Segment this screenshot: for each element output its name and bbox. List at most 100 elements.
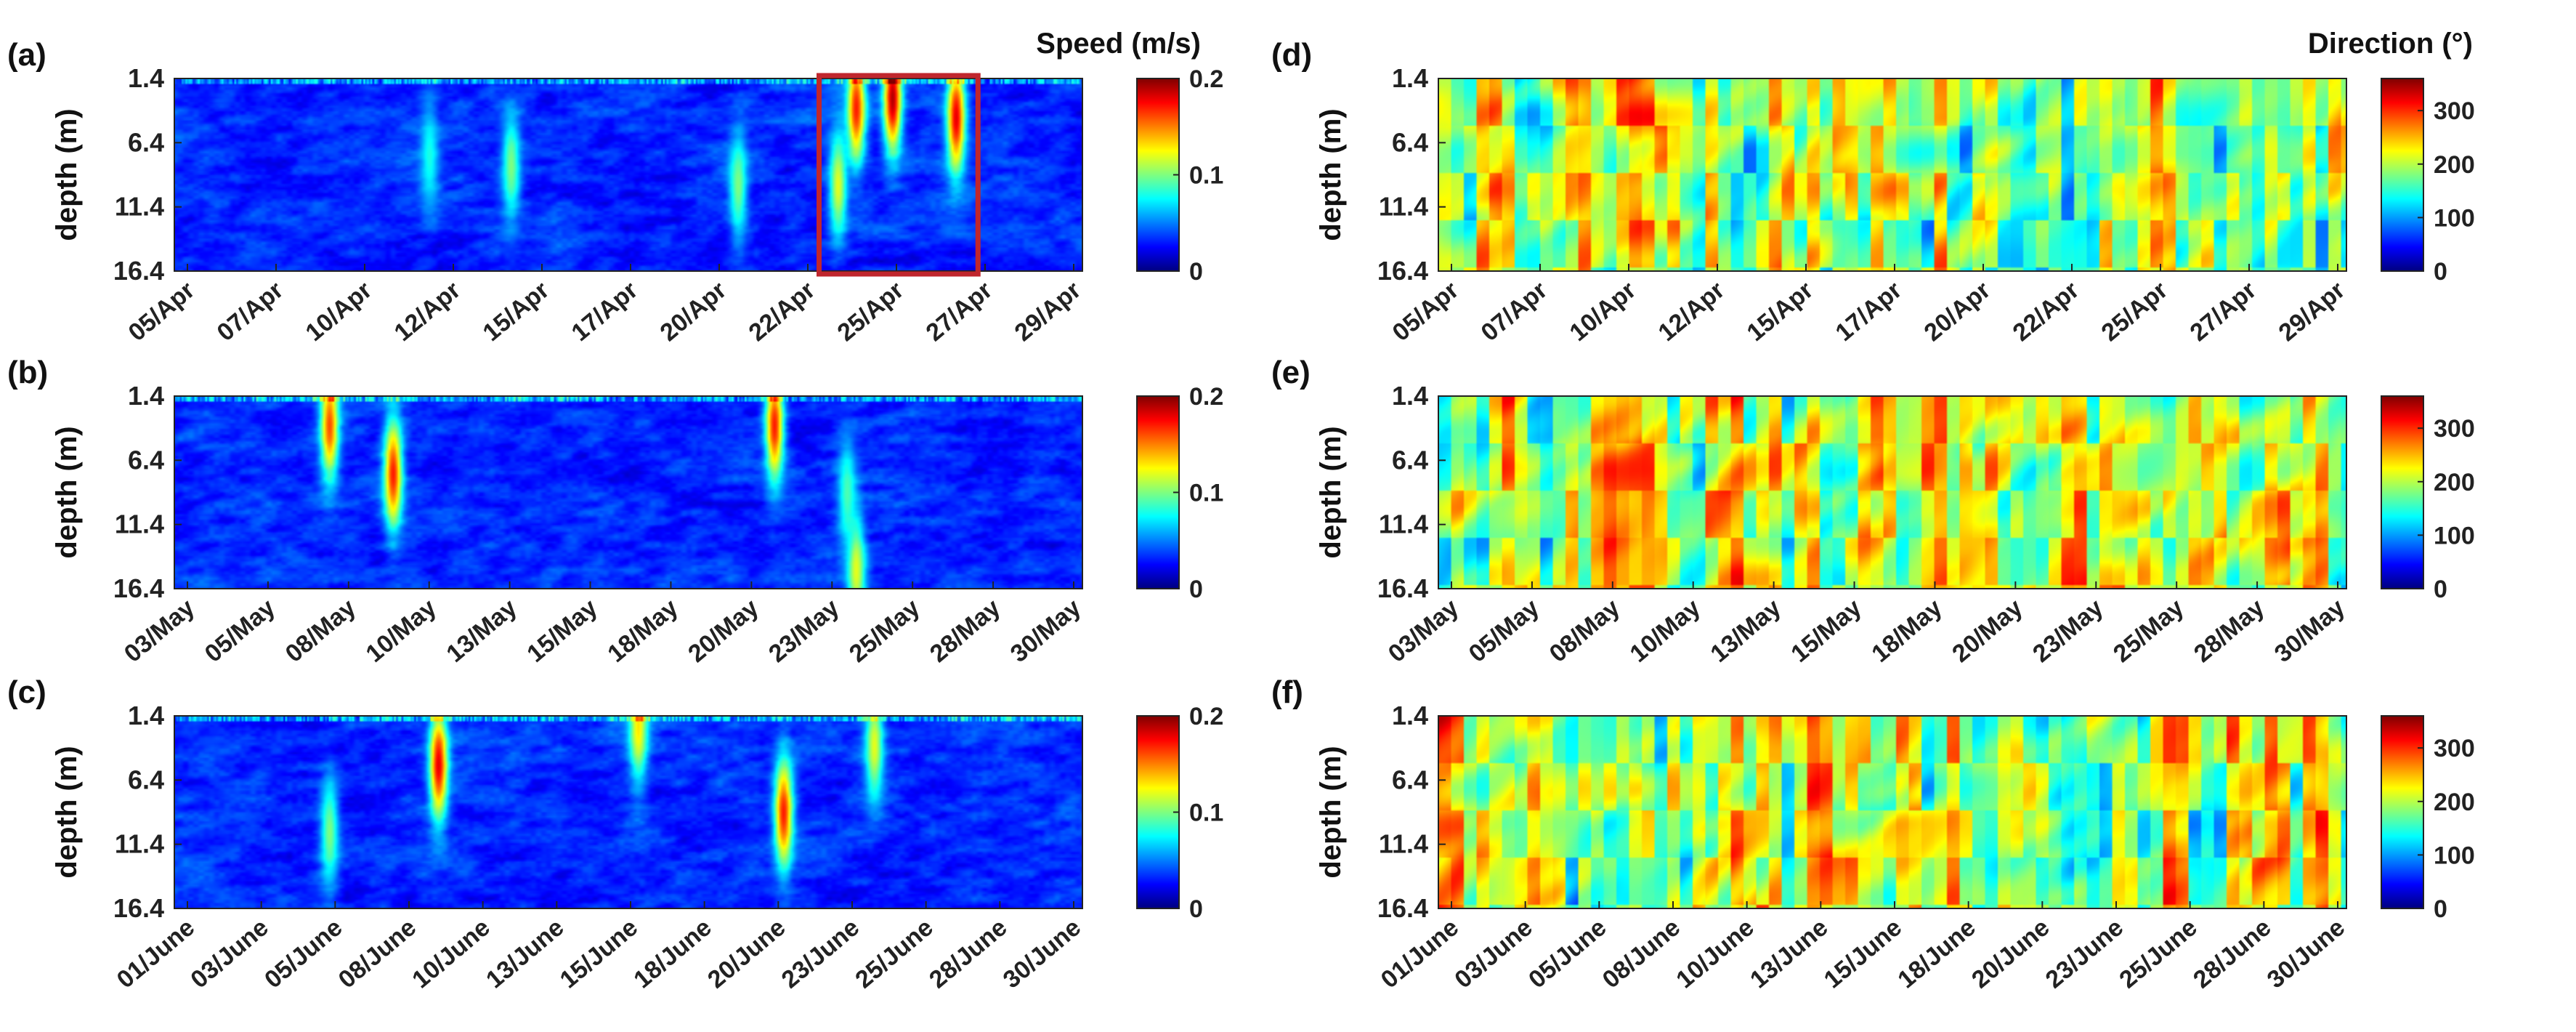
x-tick-label: 20/May — [683, 594, 764, 668]
colorbar-tick-label: 0.1 — [1189, 480, 1223, 507]
colorbar-f — [2381, 715, 2424, 909]
y-axis-label-b: depth (m) — [51, 426, 83, 558]
x-tick-label: 20/Apr — [1919, 276, 1996, 347]
y-tick-label: 6.4 — [128, 445, 164, 475]
colorbar-b — [1136, 395, 1180, 589]
colorbar-tick-label: 100 — [2434, 522, 2475, 549]
y-tick-label: 6.4 — [1392, 127, 1428, 157]
x-tick-label: 10/June — [407, 914, 495, 994]
x-tick-label: 23/June — [777, 914, 864, 994]
colorbar-tick-label: 300 — [2434, 415, 2475, 443]
x-tick-label: 05/May — [1464, 594, 1544, 668]
x-tick-label: 07/Apr — [212, 276, 288, 347]
y-tick-label: 1.4 — [128, 701, 164, 730]
colorbar-d — [2381, 78, 2424, 272]
x-tick-label: 13/June — [1745, 914, 1833, 994]
colorbar-tick-label: 0 — [2434, 258, 2447, 286]
x-tick-label: 10/June — [1671, 914, 1759, 994]
colorbar-tick-label: 300 — [2434, 735, 2475, 762]
y-tick-label: 11.4 — [1379, 192, 1428, 222]
x-tick-label: 13/June — [481, 914, 569, 994]
y-axis-label-f: depth (m) — [1315, 746, 1347, 878]
y-tick-label: 16.4 — [1377, 893, 1428, 923]
colorbar-e — [2381, 395, 2424, 589]
x-tick-label: 05/Apr — [1388, 276, 1464, 347]
heatmap-c — [174, 716, 1082, 908]
x-tick-label: 18/May — [602, 594, 683, 668]
y-tick-label: 1.4 — [128, 381, 164, 411]
plot-frame-c — [174, 715, 1083, 909]
x-tick-label: 05/June — [1523, 914, 1611, 994]
x-tick-label: 05/May — [200, 594, 280, 668]
x-tick-label: 15/June — [555, 914, 643, 994]
x-tick-label: 29/Apr — [1010, 276, 1086, 347]
x-tick-label: 15/Apr — [1742, 276, 1818, 347]
x-tick-label: 30/May — [2269, 594, 2350, 668]
y-tick-label: 6.4 — [128, 765, 164, 794]
colorbar-tick-label: 200 — [2434, 789, 2475, 816]
x-tick-label: 25/June — [850, 914, 938, 994]
y-tick-label: 6.4 — [1392, 765, 1428, 794]
y-tick-label: 1.4 — [1392, 63, 1428, 93]
y-tick-label: 6.4 — [128, 127, 164, 157]
colorbar-tick-label: 0 — [2434, 576, 2447, 603]
colorbar-tick-label: 200 — [2434, 469, 2475, 496]
x-tick-label: 08/May — [1544, 594, 1625, 668]
y-axis-label-d: depth (m) — [1315, 108, 1347, 241]
x-tick-label: 15/June — [1819, 914, 1907, 994]
x-tick-label: 10/Apr — [1565, 276, 1641, 347]
panel-d: (d)depth (m)1.46.411.416.405/Apr 07/Apr 10… — [1271, 28, 2475, 347]
y-tick-label: 16.4 — [1377, 573, 1428, 603]
colorbar-title-a: Speed (m/s) — [1036, 28, 1201, 60]
y-tick-label: 11.4 — [115, 192, 164, 222]
x-tick-label: 13/May — [441, 594, 522, 668]
x-tick-label: 25/Apr — [2097, 276, 2173, 347]
x-tick-label: 15/May — [1786, 594, 1866, 668]
panel-letter-d: (d) — [1271, 37, 1312, 73]
x-tick-label: 08/June — [1597, 914, 1685, 994]
x-tick-label: 18/June — [1892, 914, 1980, 994]
colorbar-tick-label: 200 — [2434, 151, 2475, 179]
x-tick-label: 25/May — [844, 594, 925, 668]
y-tick-label: 6.4 — [1392, 445, 1428, 475]
colorbar-tick-label: 100 — [2434, 842, 2475, 869]
x-tick-label: 17/Apr — [567, 276, 643, 347]
x-tick-label: 10/Apr — [301, 276, 377, 347]
y-tick-label: 11.4 — [1379, 509, 1428, 539]
x-tick-label: 28/June — [924, 914, 1012, 994]
y-tick-label: 16.4 — [113, 256, 164, 286]
x-tick-label: 20/May — [1947, 594, 2028, 668]
x-tick-label: 30/June — [2262, 914, 2350, 994]
x-tick-label: 10/May — [1625, 594, 1706, 668]
y-tick-label: 16.4 — [113, 893, 164, 923]
colorbar-tick-label: 0.1 — [1189, 162, 1223, 190]
x-tick-label: 22/Apr — [744, 276, 820, 347]
x-tick-label: 17/Apr — [1831, 276, 1907, 347]
y-tick-label: 1.4 — [128, 63, 164, 93]
panel-letter-c: (c) — [7, 674, 46, 710]
x-tick-label: 15/Apr — [478, 276, 554, 347]
plot-frame-d — [1438, 78, 2347, 272]
y-axis-label-e: depth (m) — [1315, 426, 1347, 558]
x-tick-label: 28/May — [2189, 594, 2269, 668]
x-tick-label: 25/June — [2114, 914, 2202, 994]
x-tick-label: 20/Apr — [655, 276, 732, 347]
y-tick-label: 11.4 — [115, 829, 164, 859]
colorbar-tick-label: 0 — [1189, 576, 1203, 603]
y-tick-label: 1.4 — [1392, 381, 1428, 411]
heatmap-a — [174, 78, 1082, 271]
x-tick-label: 03/June — [1449, 914, 1537, 994]
heatmap-d — [1438, 78, 2346, 271]
colorbar-tick-label: 0.1 — [1189, 799, 1223, 827]
colorbar-tick-label: 0 — [1189, 258, 1203, 286]
plot-frame-f — [1438, 715, 2347, 909]
panel-a: (a) depth (m) 1.4 6.4 11.4 16.405/Apr 07/Apr 10… — [7, 28, 1223, 347]
colorbar-tick-label: 0.2 — [1189, 65, 1223, 93]
y-tick-label: 16.4 — [113, 573, 164, 603]
x-tick-label: 05/June — [259, 914, 347, 994]
colorbar-tick-label: 100 — [2434, 204, 2475, 232]
x-tick-label: 30/May — [1005, 594, 1086, 668]
colorbar-tick-label: 0 — [1189, 895, 1203, 923]
panel-c: (c) depth (m) 1.4 6.4 11.4 16.401/June03/June… — [7, 674, 1223, 994]
